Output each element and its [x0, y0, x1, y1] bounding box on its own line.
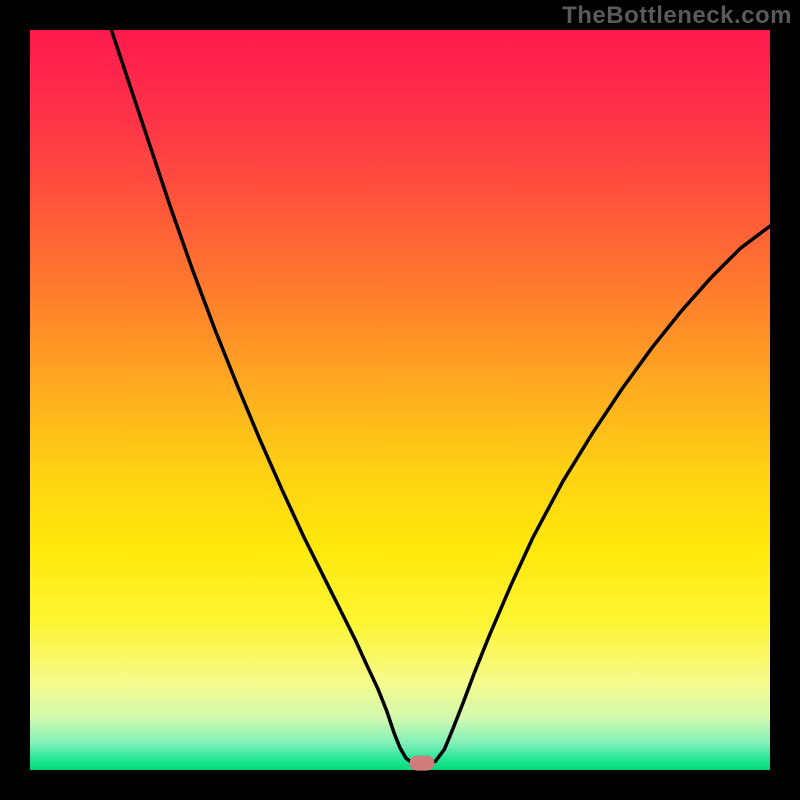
- optimal-point-marker: [410, 756, 435, 771]
- chart-container: TheBottleneck.com: [0, 0, 800, 800]
- bottleneck-curve: [30, 30, 770, 770]
- plot-area: [30, 30, 770, 770]
- watermark-text: TheBottleneck.com: [562, 2, 792, 30]
